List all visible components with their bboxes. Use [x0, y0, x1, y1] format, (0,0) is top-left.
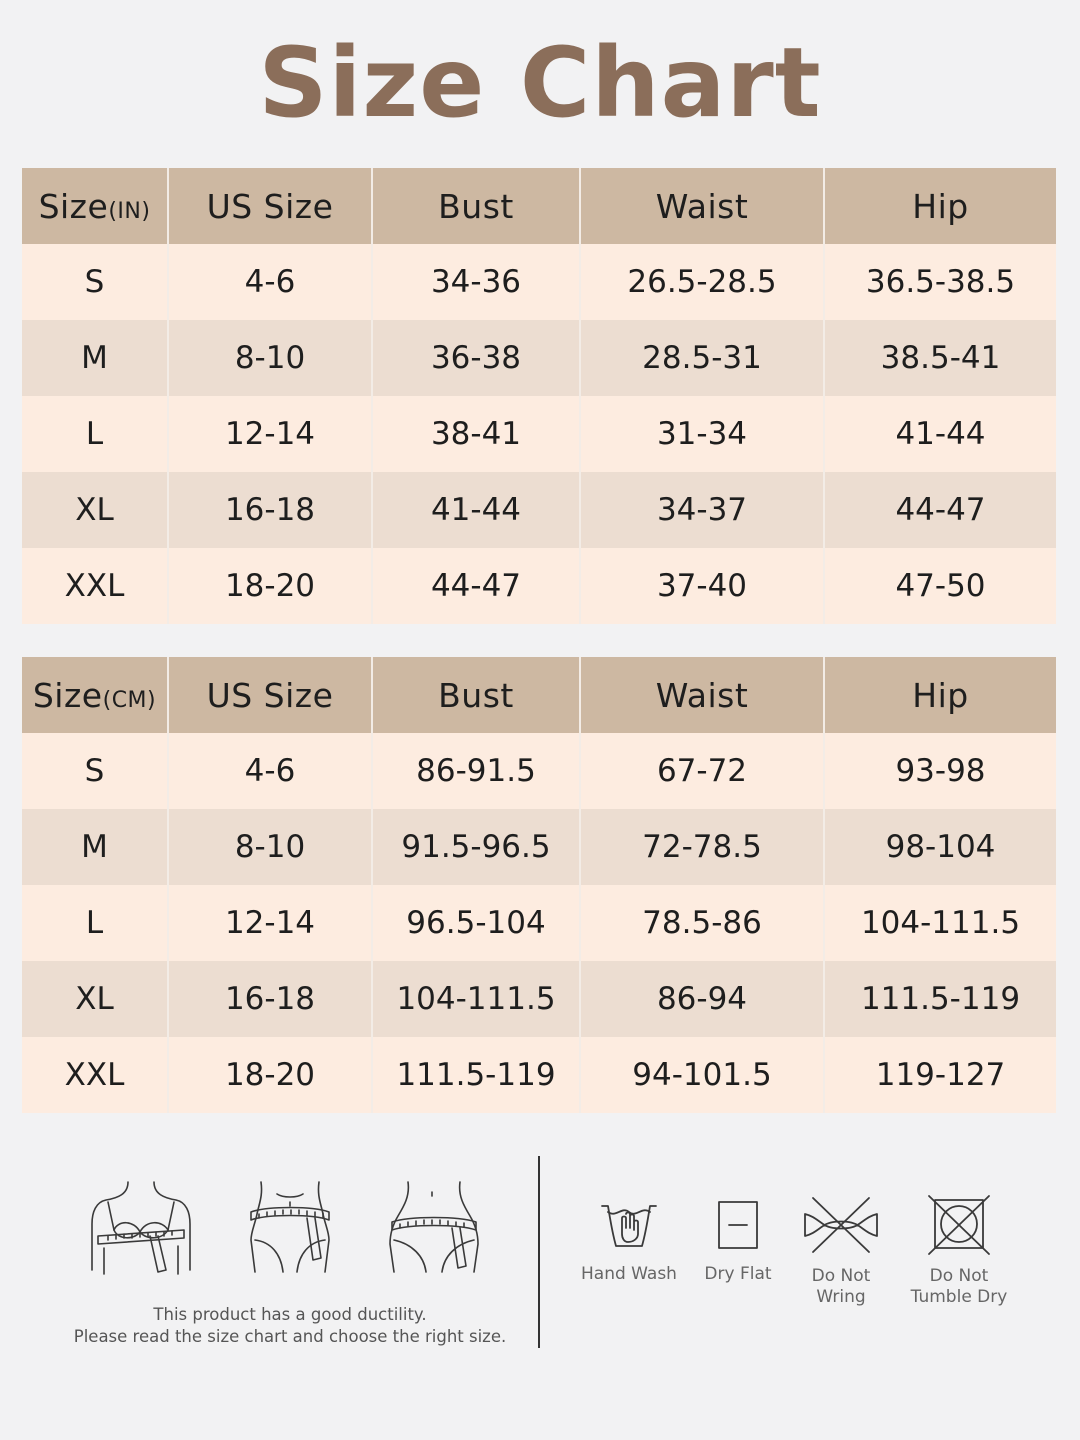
page-title: Size Chart	[258, 27, 822, 139]
hip-measure-icon	[389, 1181, 479, 1273]
care-label: Do Not Wring	[811, 1266, 871, 1307]
table-header-row: Size(IN) US Size Bust Waist Hip	[22, 168, 1056, 244]
cell-waist: 26.5-28.5	[579, 244, 824, 320]
cell-waist: 72-78.5	[579, 809, 824, 885]
cell-hip: 36.5-38.5	[823, 244, 1056, 320]
cell-size: L	[85, 905, 104, 941]
size-table-inches: Size(IN) US Size Bust Waist Hip S 4-6 34-3…	[22, 168, 1056, 624]
cell-hip: 47-50	[823, 548, 1056, 624]
header-hip: Hip	[823, 657, 1056, 733]
header-us-size: US Size	[167, 657, 372, 733]
cell-size: XL	[75, 492, 114, 528]
cell-hip: 93-98	[823, 733, 1056, 809]
cell-bust: 36-38	[371, 320, 580, 396]
note-line-2: Please read the size chart and choose th…	[73, 1327, 507, 1346]
product-note: This product has a good ductility. Pleas…	[30, 1304, 550, 1348]
table-row: XL 16-18 41-44 34-37 44-47	[22, 472, 1056, 548]
header-us-size: US Size	[167, 168, 372, 244]
cell-us-size: 4-6	[167, 733, 372, 809]
cell-bust: 104-111.5	[371, 961, 580, 1037]
table-row: M 8-10 36-38 28.5-31 38.5-41	[22, 320, 1056, 396]
cell-bust: 41-44	[371, 472, 580, 548]
info-section: This product has a good ductility. Pleas…	[0, 1150, 1080, 1370]
cell-bust: 111.5-119	[371, 1037, 580, 1113]
cell-us-size: 4-6	[167, 244, 372, 320]
section-divider	[538, 1156, 540, 1348]
care-label: Do Not Tumble Dry	[910, 1266, 1008, 1307]
cell-waist: 94-101.5	[579, 1037, 824, 1113]
care-hand-wash: Hand Wash	[578, 1198, 680, 1285]
cell-us-size: 12-14	[167, 885, 372, 961]
table-row: XL 16-18 104-111.5 86-94 111.5-119	[22, 961, 1056, 1037]
header-size: Size(IN)	[22, 168, 168, 244]
table-row: L 12-14 96.5-104 78.5-86 104-111.5	[22, 885, 1056, 961]
cell-bust: 44-47	[371, 548, 580, 624]
cell-us-size: 12-14	[167, 396, 372, 472]
cell-us-size: 16-18	[167, 961, 372, 1037]
header-size: Size(CM)	[22, 657, 168, 733]
table-row: XXL 18-20 44-47 37-40 47-50	[22, 548, 1056, 624]
cell-hip: 98-104	[823, 809, 1056, 885]
bust-measure-icon	[91, 1181, 191, 1275]
cell-size: M	[81, 340, 108, 376]
cell-size: L	[85, 416, 104, 452]
cell-waist: 31-34	[579, 396, 824, 472]
cell-waist: 28.5-31	[579, 320, 824, 396]
header-waist: Waist	[579, 657, 824, 733]
cell-waist: 34-37	[579, 472, 824, 548]
do-not-tumble-dry-icon	[928, 1195, 990, 1255]
cell-us-size: 18-20	[167, 1037, 372, 1113]
header-waist: Waist	[579, 168, 824, 244]
size-table-centimeters: Size(CM) US Size Bust Waist Hip S 4-6 86-9…	[22, 657, 1056, 1113]
cell-bust: 34-36	[371, 244, 580, 320]
care-do-not-tumble-dry: Do Not Tumble Dry	[904, 1194, 1014, 1308]
cell-hip: 38.5-41	[823, 320, 1056, 396]
cell-size: S	[84, 753, 105, 789]
cell-hip: 41-44	[823, 396, 1056, 472]
cell-us-size: 16-18	[167, 472, 372, 548]
dry-flat-icon	[718, 1201, 758, 1249]
cell-size: XXL	[64, 568, 125, 604]
table-header-row: Size(CM) US Size Bust Waist Hip	[22, 657, 1056, 733]
header-bust: Bust	[371, 168, 580, 244]
cell-waist: 78.5-86	[579, 885, 824, 961]
cell-bust: 96.5-104	[371, 885, 580, 961]
cell-us-size: 18-20	[167, 548, 372, 624]
cell-hip: 104-111.5	[823, 885, 1056, 961]
cell-waist: 86-94	[579, 961, 824, 1037]
cell-bust: 91.5-96.5	[371, 809, 580, 885]
table-row: XXL 18-20 111.5-119 94-101.5 119-127	[22, 1037, 1056, 1113]
cell-us-size: 8-10	[167, 809, 372, 885]
care-do-not-wring: Do Not Wring	[796, 1194, 886, 1308]
header-hip: Hip	[823, 168, 1056, 244]
cell-waist: 67-72	[579, 733, 824, 809]
cell-size: XL	[75, 981, 114, 1017]
cell-us-size: 8-10	[167, 320, 372, 396]
cell-hip: 111.5-119	[823, 961, 1056, 1037]
table-row: S 4-6 34-36 26.5-28.5 36.5-38.5	[22, 244, 1056, 320]
cell-hip: 44-47	[823, 472, 1056, 548]
cell-size: XXL	[64, 1057, 125, 1093]
care-dry-flat: Dry Flat	[698, 1198, 778, 1285]
note-line-1: This product has a good ductility.	[153, 1305, 427, 1324]
cell-size: S	[84, 264, 105, 300]
table-row: S 4-6 86-91.5 67-72 93-98	[22, 733, 1056, 809]
waist-measure-icon	[250, 1181, 330, 1273]
table-row: M 8-10 91.5-96.5 72-78.5 98-104	[22, 809, 1056, 885]
header-bust: Bust	[371, 657, 580, 733]
header-unit: (CM)	[102, 687, 157, 713]
care-label: Hand Wash	[581, 1264, 677, 1284]
hand-wash-icon	[601, 1205, 657, 1247]
table-row: L 12-14 38-41 31-34 41-44	[22, 396, 1056, 472]
cell-hip: 119-127	[823, 1037, 1056, 1113]
care-label: Dry Flat	[704, 1264, 772, 1284]
cell-size: M	[81, 829, 108, 865]
cell-bust: 86-91.5	[371, 733, 580, 809]
do-not-wring-icon	[804, 1197, 878, 1253]
header-unit: (IN)	[108, 198, 151, 224]
cell-waist: 37-40	[579, 548, 824, 624]
cell-bust: 38-41	[371, 396, 580, 472]
